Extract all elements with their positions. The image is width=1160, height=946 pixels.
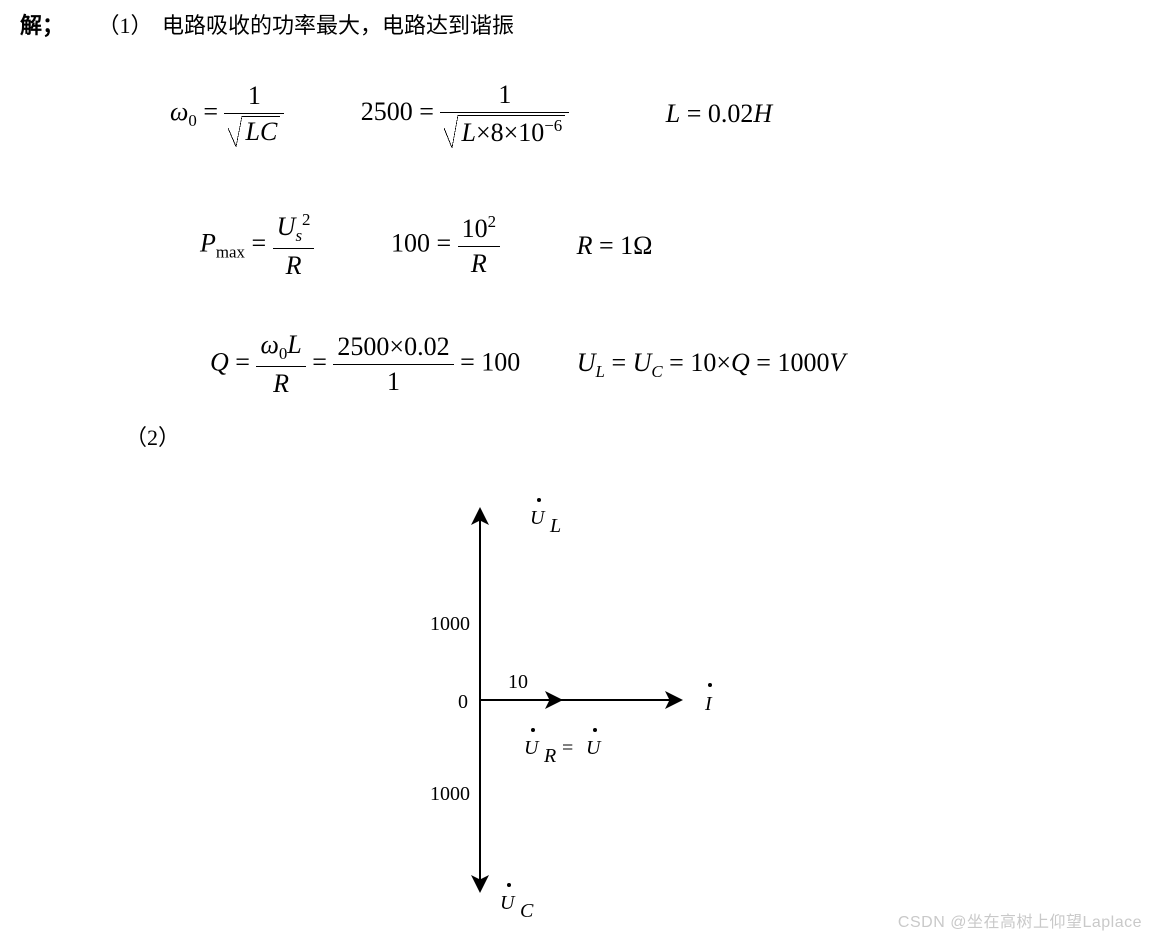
svg-text:R: R: [543, 745, 556, 767]
svg-text:U: U: [524, 737, 540, 759]
svg-text:U: U: [530, 507, 546, 529]
omega0-numeric: 2500 = 1 L×8×10−6: [361, 80, 569, 148]
label-I: I: [704, 683, 713, 715]
Q-calc: Q = ω0L R = 2500×0.02 1 = 100: [210, 330, 520, 399]
R-result: R = 1Ω: [577, 231, 653, 261]
equation-row-3: Q = ω0L R = 2500×0.02 1 = 100 UL = UC = …: [210, 330, 845, 399]
label-UR-eq-U: U R = U: [524, 728, 602, 767]
svg-text:U: U: [586, 737, 602, 759]
label-UC: U C: [500, 883, 534, 920]
part1-text: 电路吸收的功率最大，电路达到谐振: [162, 13, 514, 38]
label-origin: 0: [458, 691, 468, 713]
label-solution: 解；: [20, 13, 64, 38]
phasor-diagram: 1000 1000 10 0 U L I U R = U U C: [330, 480, 800, 920]
equation-row-2: Pmax = Us2 R 100 = 102 R R = 1Ω: [200, 210, 652, 281]
svg-text:I: I: [704, 693, 713, 715]
label-1000-down: 1000: [430, 783, 470, 805]
svg-text:L: L: [549, 515, 561, 537]
label-10: 10: [508, 671, 528, 693]
omega0-def: ω0 = 1 LC: [170, 81, 284, 147]
watermark: CSDN @坐在高树上仰望Laplace: [898, 908, 1142, 932]
label-UL: U L: [530, 498, 561, 537]
equation-row-1: ω0 = 1 LC 2500 = 1 L×8×10−6 L = 0.02H: [170, 80, 772, 148]
part2-marker: （2）: [125, 420, 180, 452]
pmax-def: Pmax = Us2 R: [200, 210, 314, 281]
UL-UC-result: UL = UC = 10×Q = 1000V: [577, 348, 846, 382]
solution-header: 解； （1） 电路吸收的功率最大，电路达到谐振: [20, 8, 514, 40]
pmax-numeric: 100 = 102 R: [391, 212, 500, 279]
L-result: L = 0.02H: [666, 99, 772, 129]
label-1000-up: 1000: [430, 613, 470, 635]
svg-text:C: C: [520, 900, 534, 920]
svg-text:U: U: [500, 892, 516, 914]
svg-text:=: =: [562, 737, 573, 759]
part1-marker: （1）: [98, 13, 153, 38]
